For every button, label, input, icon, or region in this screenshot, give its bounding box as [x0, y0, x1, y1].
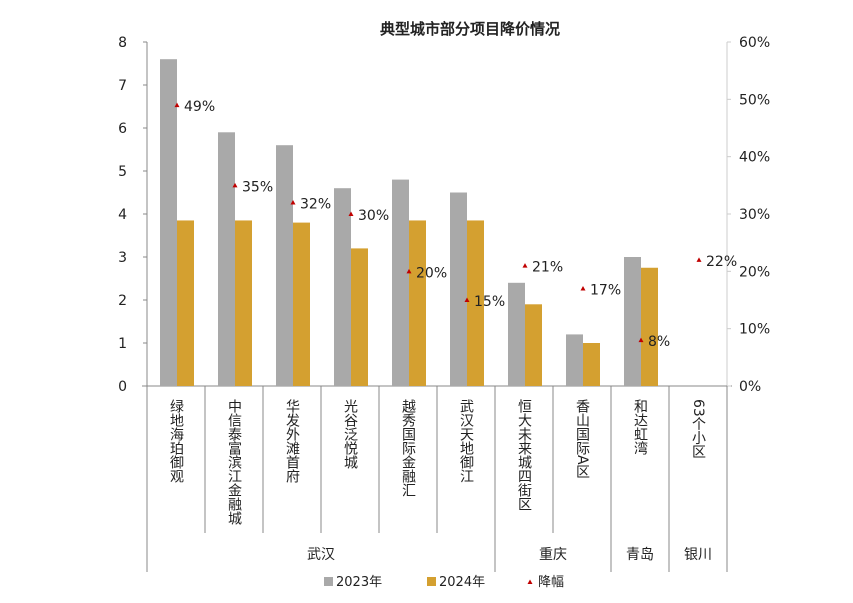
left-tick-label: 0	[118, 379, 127, 395]
group-label: 武汉	[307, 547, 335, 563]
drop-data-label: 21%	[532, 260, 563, 276]
bar-2024	[351, 248, 368, 386]
bar-2023	[334, 188, 351, 386]
drop-marker	[638, 337, 644, 343]
left-tick-label: 6	[118, 121, 127, 137]
drop-data-label: 32%	[300, 197, 331, 213]
legend-swatch-2023	[324, 577, 333, 586]
drop-marker	[522, 263, 528, 268]
right-tick-label: 20%	[739, 264, 770, 280]
bar-2023	[276, 145, 293, 386]
right-tick-label: 50%	[739, 92, 770, 108]
right-tick-label: 60%	[739, 35, 770, 51]
bar-2024	[525, 304, 542, 386]
bar-2023	[508, 282, 525, 386]
legend-swatch-2024	[427, 577, 436, 586]
left-tick-label: 8	[118, 35, 127, 51]
bar-2023	[218, 132, 235, 386]
left-tick-label: 1	[118, 336, 127, 352]
drop-data-label: 17%	[590, 283, 621, 299]
category-label: 香山国际A区	[574, 399, 590, 479]
drop-data-label: 22%	[706, 254, 737, 270]
chart-title: 典型城市部分项目降价情况	[380, 20, 560, 38]
right-tick-label: 10%	[739, 322, 770, 338]
bar-2023	[566, 334, 583, 386]
drop-marker	[174, 102, 180, 108]
left-tick-label: 3	[118, 250, 127, 266]
category-label: 和达虹湾	[632, 399, 648, 455]
bar-2023	[392, 179, 409, 386]
category-label: 中信泰富滨江金融城	[226, 399, 242, 526]
right-tick-label: 0%	[739, 379, 761, 395]
bar-2024	[235, 220, 252, 386]
left-tick-label: 2	[118, 293, 127, 309]
bar-2023	[624, 257, 641, 386]
drop-marker	[464, 297, 470, 302]
category-label: 光谷泛悦城	[342, 399, 358, 470]
bar-2024	[177, 220, 194, 386]
left-tick-label: 4	[118, 207, 127, 223]
bar-2023	[160, 59, 177, 386]
legend-label-2024: 2024年	[439, 575, 485, 590]
drop-marker	[348, 211, 354, 216]
drop-marker	[580, 286, 586, 291]
bar-2024	[583, 343, 600, 386]
bar-2024	[641, 267, 658, 386]
bar-2023	[450, 192, 467, 386]
drop-data-label: 8%	[648, 334, 670, 350]
drop-data-label: 35%	[242, 179, 273, 195]
bar-2024	[293, 222, 310, 386]
right-tick-label: 40%	[739, 150, 770, 166]
drop-data-label: 20%	[416, 265, 447, 281]
drop-data-label: 30%	[358, 208, 389, 224]
left-tick-label: 7	[118, 78, 127, 94]
legend-marker-drop	[527, 579, 533, 584]
bar-2024	[409, 220, 426, 386]
drop-data-label: 15%	[474, 294, 505, 310]
legend-label-2023: 2023年	[336, 575, 382, 590]
drop-marker	[406, 268, 412, 274]
right-tick-label: 30%	[739, 207, 770, 223]
group-label: 重庆	[539, 547, 567, 563]
category-label: 绿地海珀御观	[168, 399, 184, 484]
left-tick-label: 5	[118, 164, 127, 180]
group-label: 青岛	[626, 547, 654, 563]
drop-marker	[290, 200, 296, 205]
legend-label-drop: 降幅	[538, 575, 564, 590]
drop-marker	[232, 182, 238, 188]
drop-data-label: 49%	[184, 99, 215, 115]
category-label: 武汉天地御江	[458, 399, 474, 483]
bar-2024	[467, 220, 484, 386]
drop-marker	[696, 257, 702, 262]
group-label: 银川	[684, 547, 712, 563]
category-label: 华发外滩首府	[284, 399, 300, 484]
category-label: 63个小区	[690, 399, 706, 459]
category-label: 越秀国际金融汇	[400, 399, 416, 497]
category-label: 恒大未来城四街区	[516, 399, 532, 511]
